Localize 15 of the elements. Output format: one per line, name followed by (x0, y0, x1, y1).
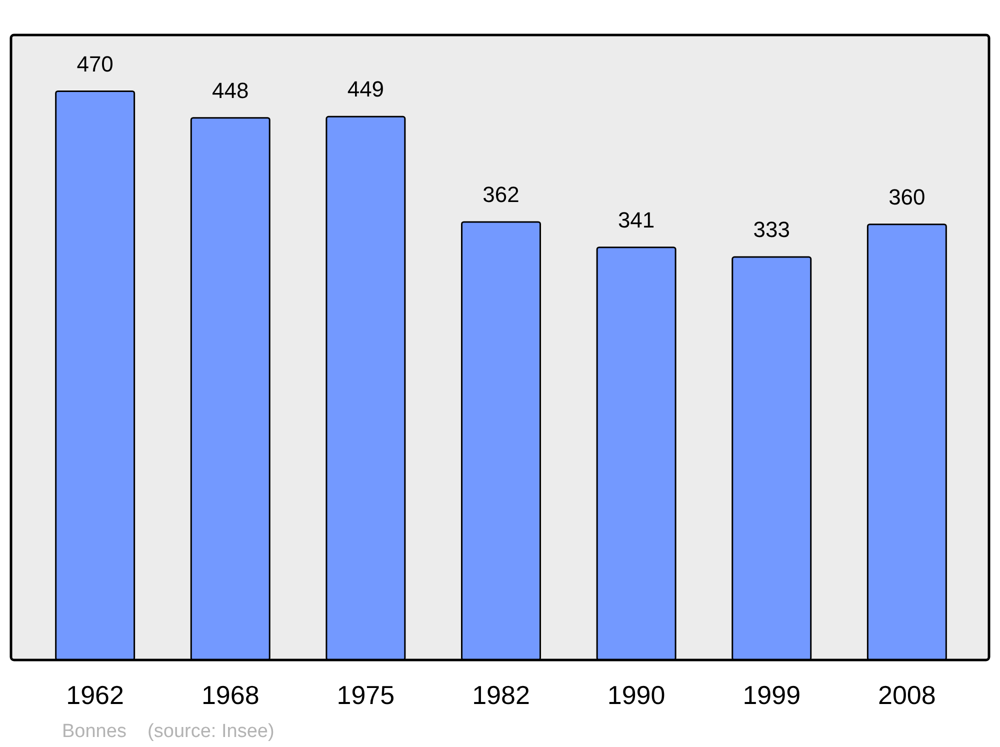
x-tick-label: 1982 (472, 680, 530, 710)
x-tick-label: 1990 (607, 680, 666, 710)
data-label: 341 (618, 207, 655, 232)
x-tick-label: 1975 (336, 680, 395, 710)
data-label: 362 (482, 182, 520, 207)
data-label: 449 (347, 76, 384, 102)
x-tick-label: 2008 (878, 680, 936, 710)
data-label: 448 (212, 78, 249, 103)
x-tick-label: 1962 (66, 680, 124, 710)
data-label: 470 (76, 51, 114, 76)
text: Bonnes (source: Insee) (62, 721, 274, 742)
x-tick-label: 1968 (201, 680, 260, 710)
data-label: 360 (888, 184, 926, 210)
data-label: 333 (753, 217, 790, 242)
x-tick-label: 1999 (742, 680, 801, 710)
